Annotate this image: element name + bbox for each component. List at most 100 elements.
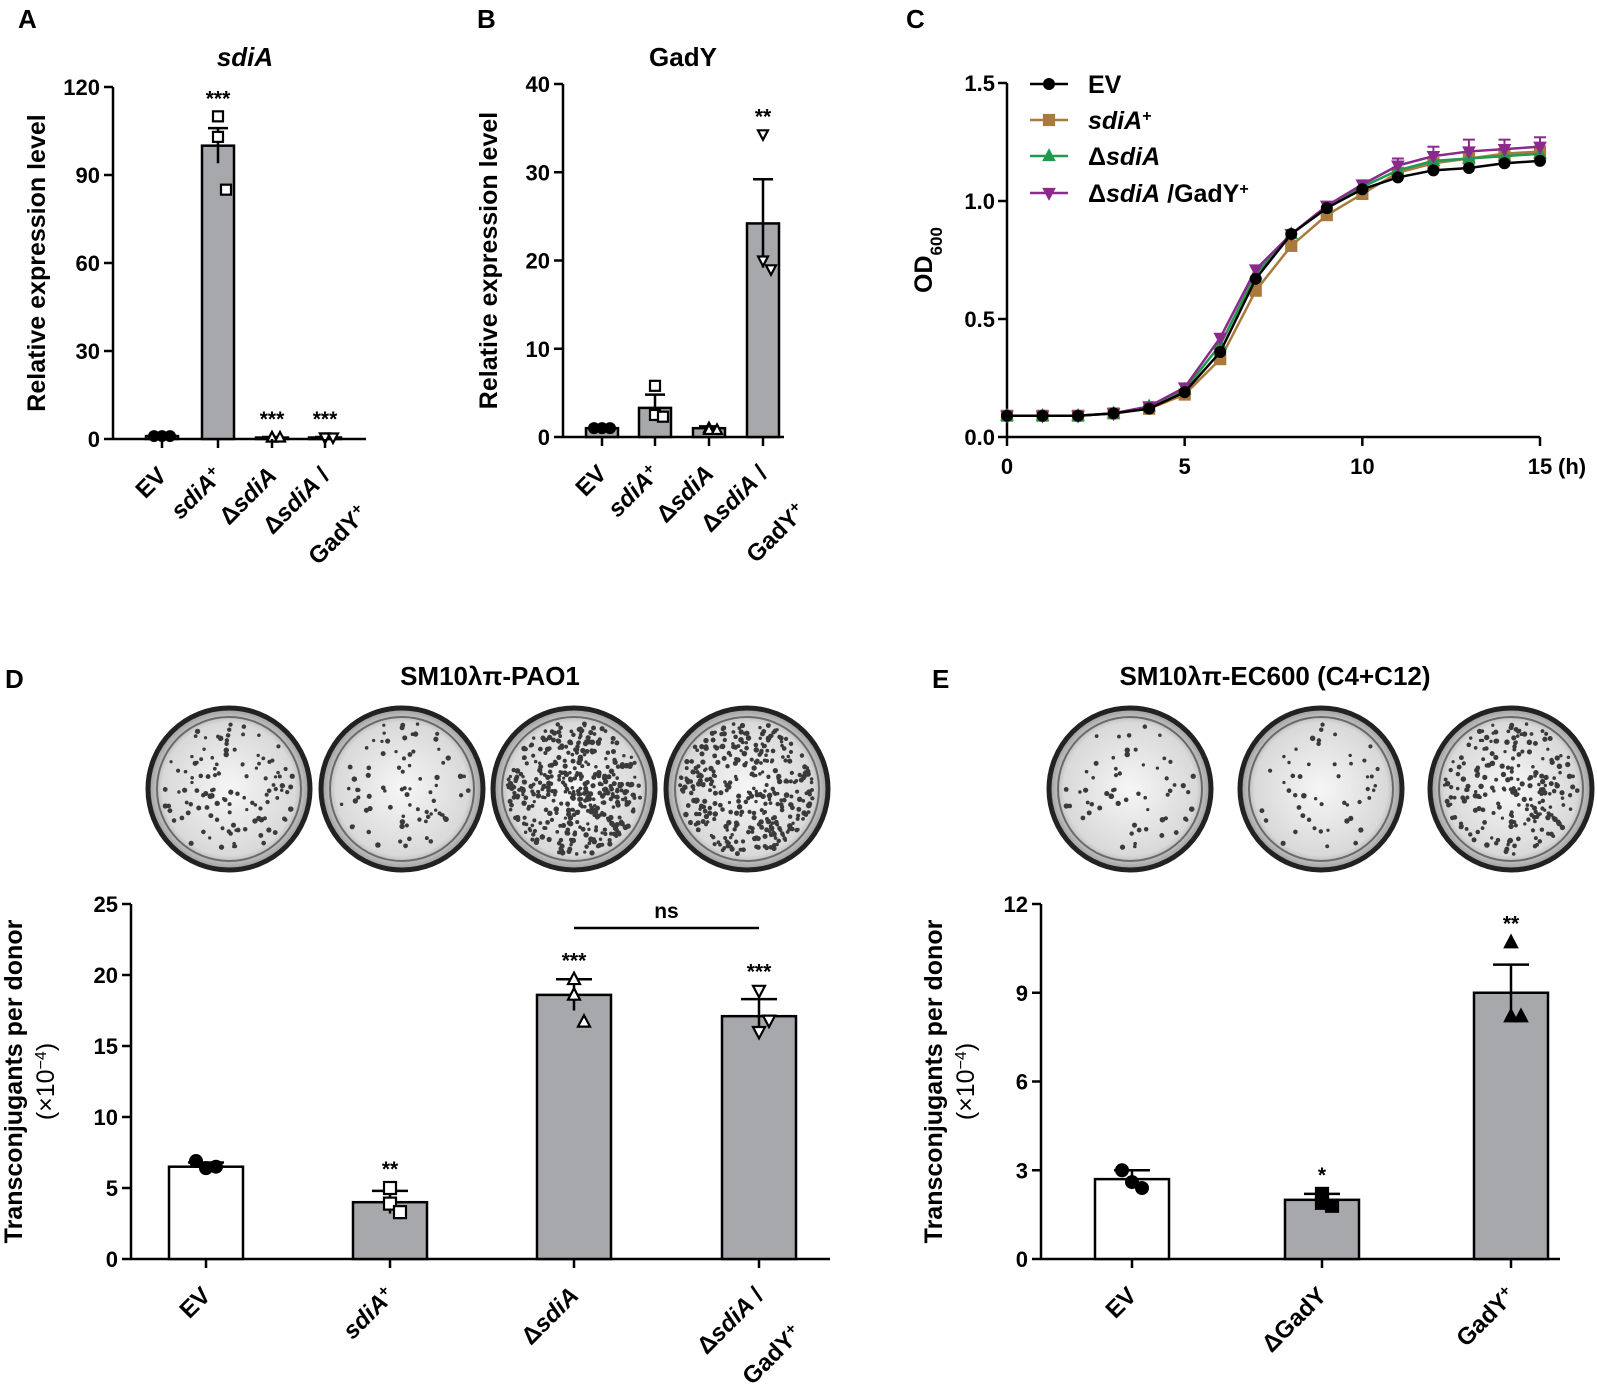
colony bbox=[1489, 751, 1495, 757]
colony bbox=[756, 822, 762, 827]
series-point-0-3 bbox=[1107, 407, 1120, 420]
colony bbox=[1104, 791, 1110, 797]
colony bbox=[570, 785, 575, 790]
colony bbox=[724, 839, 730, 844]
colony bbox=[402, 735, 408, 741]
colony bbox=[611, 772, 616, 777]
colony bbox=[772, 843, 777, 848]
colony bbox=[700, 819, 706, 825]
plates-e bbox=[1046, 705, 1595, 873]
colony bbox=[1472, 807, 1478, 813]
colony bbox=[1528, 797, 1533, 802]
series-point-3-12 bbox=[1426, 151, 1441, 165]
colony bbox=[1460, 795, 1466, 801]
colony bbox=[513, 778, 518, 784]
colony bbox=[1131, 822, 1138, 828]
colony bbox=[1539, 778, 1546, 785]
colony bbox=[693, 822, 698, 827]
colony bbox=[734, 777, 739, 782]
y-tick-label: 0.0 bbox=[964, 425, 995, 450]
colony bbox=[351, 776, 358, 782]
colony bbox=[741, 750, 748, 757]
colony bbox=[1493, 754, 1499, 761]
colony bbox=[1544, 731, 1549, 736]
colony bbox=[545, 785, 551, 791]
colony bbox=[563, 789, 568, 794]
colony bbox=[1513, 823, 1518, 828]
y-axis-label: Transconjugants per donor bbox=[0, 919, 28, 1243]
colony bbox=[608, 796, 614, 802]
colony bbox=[208, 836, 212, 840]
colony bbox=[625, 823, 631, 829]
colony bbox=[398, 839, 403, 844]
colony bbox=[740, 839, 746, 844]
colony bbox=[1492, 789, 1496, 793]
data-point-2-0 bbox=[1503, 933, 1519, 949]
y-tick-label: 1.5 bbox=[964, 71, 995, 96]
colony bbox=[1263, 818, 1269, 823]
colony bbox=[1475, 829, 1481, 835]
colony bbox=[515, 817, 521, 822]
colony bbox=[1164, 776, 1169, 781]
colony bbox=[1519, 781, 1525, 787]
colony bbox=[565, 801, 571, 807]
y-tick-label: 1.0 bbox=[964, 189, 995, 214]
colony bbox=[1063, 787, 1069, 792]
colony bbox=[1111, 755, 1116, 760]
colony bbox=[412, 731, 419, 737]
colony bbox=[770, 758, 775, 763]
colony bbox=[273, 786, 278, 792]
colony bbox=[1316, 741, 1321, 747]
y-tick-label: 30 bbox=[526, 160, 550, 185]
colony bbox=[784, 778, 788, 782]
bar-2 bbox=[1472, 991, 1550, 1261]
colony bbox=[402, 786, 407, 791]
colony bbox=[542, 825, 547, 830]
colony bbox=[1449, 784, 1454, 790]
colony bbox=[230, 822, 237, 828]
colony bbox=[559, 745, 565, 750]
colony bbox=[566, 849, 572, 855]
chart-d-title: SM10λπ-PAO1 bbox=[400, 661, 580, 691]
colony bbox=[796, 796, 803, 802]
colony bbox=[1165, 792, 1170, 797]
category-label-0: EV bbox=[571, 460, 613, 502]
colony bbox=[1375, 766, 1380, 772]
legend-label-1: sdiA+ bbox=[1088, 107, 1152, 135]
colony bbox=[445, 755, 451, 761]
colony bbox=[383, 789, 387, 793]
colony bbox=[1450, 815, 1455, 821]
colony bbox=[424, 836, 429, 841]
colony bbox=[763, 801, 768, 806]
colony bbox=[1533, 769, 1539, 776]
colony bbox=[210, 788, 215, 793]
colony bbox=[596, 773, 602, 779]
colony bbox=[201, 792, 206, 798]
colony bbox=[1466, 742, 1472, 748]
colony bbox=[766, 774, 771, 779]
colony bbox=[743, 799, 749, 805]
petri-rim-1 bbox=[1248, 716, 1394, 862]
colony bbox=[1554, 755, 1560, 761]
colony bbox=[356, 795, 361, 800]
colony bbox=[1559, 824, 1566, 831]
colony bbox=[1369, 774, 1374, 779]
colony bbox=[778, 828, 783, 833]
colony bbox=[1540, 729, 1545, 733]
colony bbox=[727, 800, 732, 805]
colony bbox=[1143, 795, 1148, 800]
colony bbox=[1345, 803, 1350, 807]
colony bbox=[198, 773, 204, 779]
colony bbox=[796, 827, 800, 832]
colony bbox=[266, 788, 272, 794]
colony bbox=[1286, 788, 1292, 793]
colony bbox=[1296, 805, 1302, 810]
series-point-0-13 bbox=[1462, 161, 1475, 174]
colony bbox=[1545, 814, 1551, 821]
colony bbox=[1173, 830, 1179, 835]
y-axis-label: Transconjugants per donor bbox=[920, 919, 948, 1243]
colony bbox=[562, 763, 568, 769]
colony bbox=[539, 834, 546, 840]
colony bbox=[531, 832, 536, 837]
colony bbox=[385, 738, 391, 744]
